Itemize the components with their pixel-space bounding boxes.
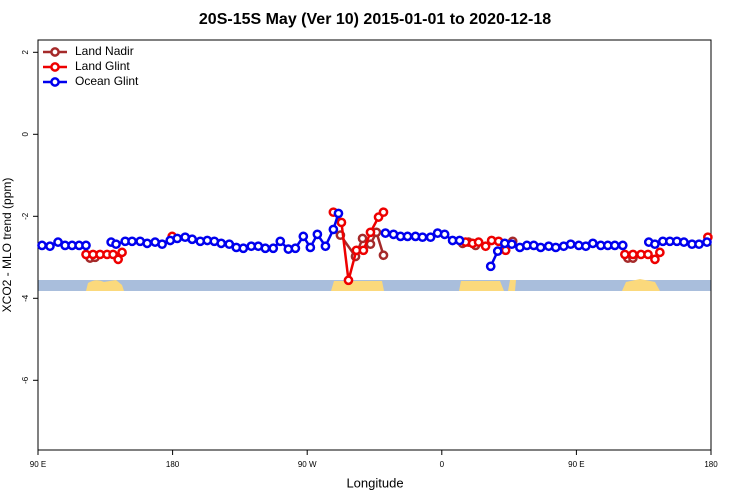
point (172, 233, 183, 244)
x-tick-label: 180 (704, 460, 718, 469)
point (275, 236, 286, 247)
point (694, 239, 704, 250)
point (290, 243, 301, 254)
x-tick-label: 0 (440, 460, 445, 469)
point (650, 239, 660, 250)
chart-title: 20S-15S May (Ver 10) 2015-01-01 to 2020-… (199, 11, 551, 28)
x-axis-label: Longitude (346, 475, 403, 490)
legend-label: Land Glint (75, 59, 130, 73)
point (402, 231, 413, 242)
legend-marker (50, 62, 60, 72)
point (298, 231, 309, 242)
legend-label: Ocean Glint (75, 74, 139, 88)
point (81, 240, 91, 251)
point (320, 241, 331, 252)
point (425, 232, 436, 243)
x-tick-label: 180 (166, 460, 180, 469)
point (127, 236, 137, 247)
point (628, 249, 638, 260)
land-mask (38, 279, 711, 291)
point (480, 241, 491, 252)
point (650, 254, 660, 265)
y-tick-label: 2 (21, 50, 30, 55)
point (305, 242, 316, 253)
point (111, 239, 121, 250)
point (439, 229, 450, 240)
point (378, 250, 389, 261)
point (492, 246, 503, 256)
point (45, 241, 55, 252)
point (473, 237, 484, 247)
y-tick-label: -4 (21, 294, 30, 302)
point (238, 243, 249, 254)
point (216, 238, 227, 249)
point (679, 237, 689, 247)
point (365, 227, 376, 238)
point (336, 217, 347, 228)
point (260, 243, 271, 254)
legend-marker (50, 47, 60, 57)
point (609, 240, 620, 251)
y-axis-label: XCO2 - MLO trend (ppm) (0, 178, 14, 313)
point (550, 242, 561, 253)
point (485, 261, 496, 272)
point (417, 232, 428, 243)
y-tick-label: -6 (21, 376, 30, 384)
point (328, 224, 339, 235)
point (357, 233, 368, 244)
point (565, 239, 576, 250)
point (643, 249, 653, 260)
point (655, 247, 665, 258)
legend-marker (50, 77, 60, 87)
legend-label: Land Nadir (75, 44, 134, 58)
x-tick-label: 90 E (30, 460, 46, 469)
point (588, 238, 598, 249)
point (37, 240, 47, 251)
point (454, 235, 465, 246)
point (617, 240, 628, 251)
point (620, 249, 630, 260)
point (187, 234, 198, 245)
point (113, 254, 124, 265)
x-tick-label: 90 E (568, 460, 584, 469)
point (312, 229, 323, 240)
y-tick-label: -2 (21, 212, 30, 220)
point (702, 237, 712, 247)
point (380, 228, 391, 238)
point (343, 275, 354, 286)
point (378, 207, 389, 218)
point (535, 242, 546, 253)
point (142, 238, 153, 249)
point (268, 243, 279, 254)
y-tick-label: 0 (21, 132, 30, 137)
x-tick-label: 90 W (298, 460, 317, 469)
point (333, 208, 344, 219)
point (157, 239, 167, 250)
point (117, 247, 127, 258)
point (358, 245, 369, 256)
point (506, 239, 517, 250)
